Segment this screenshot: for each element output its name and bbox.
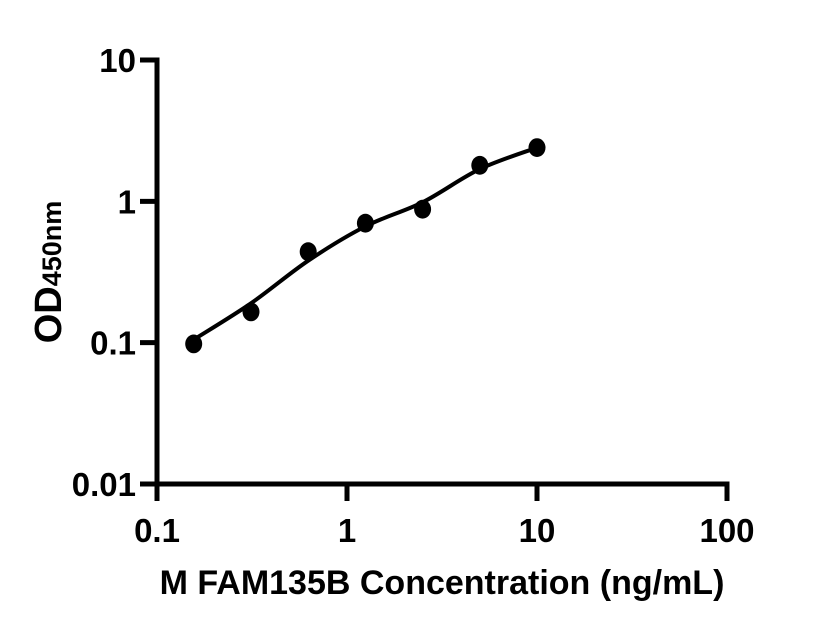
y-tick-label: 0.1 (90, 325, 136, 362)
data-point-marker (414, 199, 432, 219)
data-point-marker (299, 242, 317, 262)
x-tick-label: 1 (338, 512, 356, 549)
data-point-marker (528, 138, 546, 158)
y-axis-title-subscript: 450nm (37, 200, 67, 287)
y-tick-label: 0.01 (72, 466, 136, 503)
y-tick-label: 10 (99, 42, 136, 79)
data-point-marker (356, 213, 374, 233)
data-point-marker (471, 155, 489, 175)
data-point-marker (242, 302, 260, 322)
y-axis-title-main: OD (28, 286, 70, 344)
x-axis-title: M FAM135B Concentration (ng/mL) (159, 564, 725, 602)
y-axis-title: OD450nm (28, 200, 70, 344)
x-tick-label: 10 (519, 512, 556, 549)
y-tick-label: 1 (118, 183, 136, 220)
data-point-marker (185, 334, 203, 354)
x-tick-label: 0.1 (134, 512, 180, 549)
x-tick-label: 100 (699, 512, 754, 549)
